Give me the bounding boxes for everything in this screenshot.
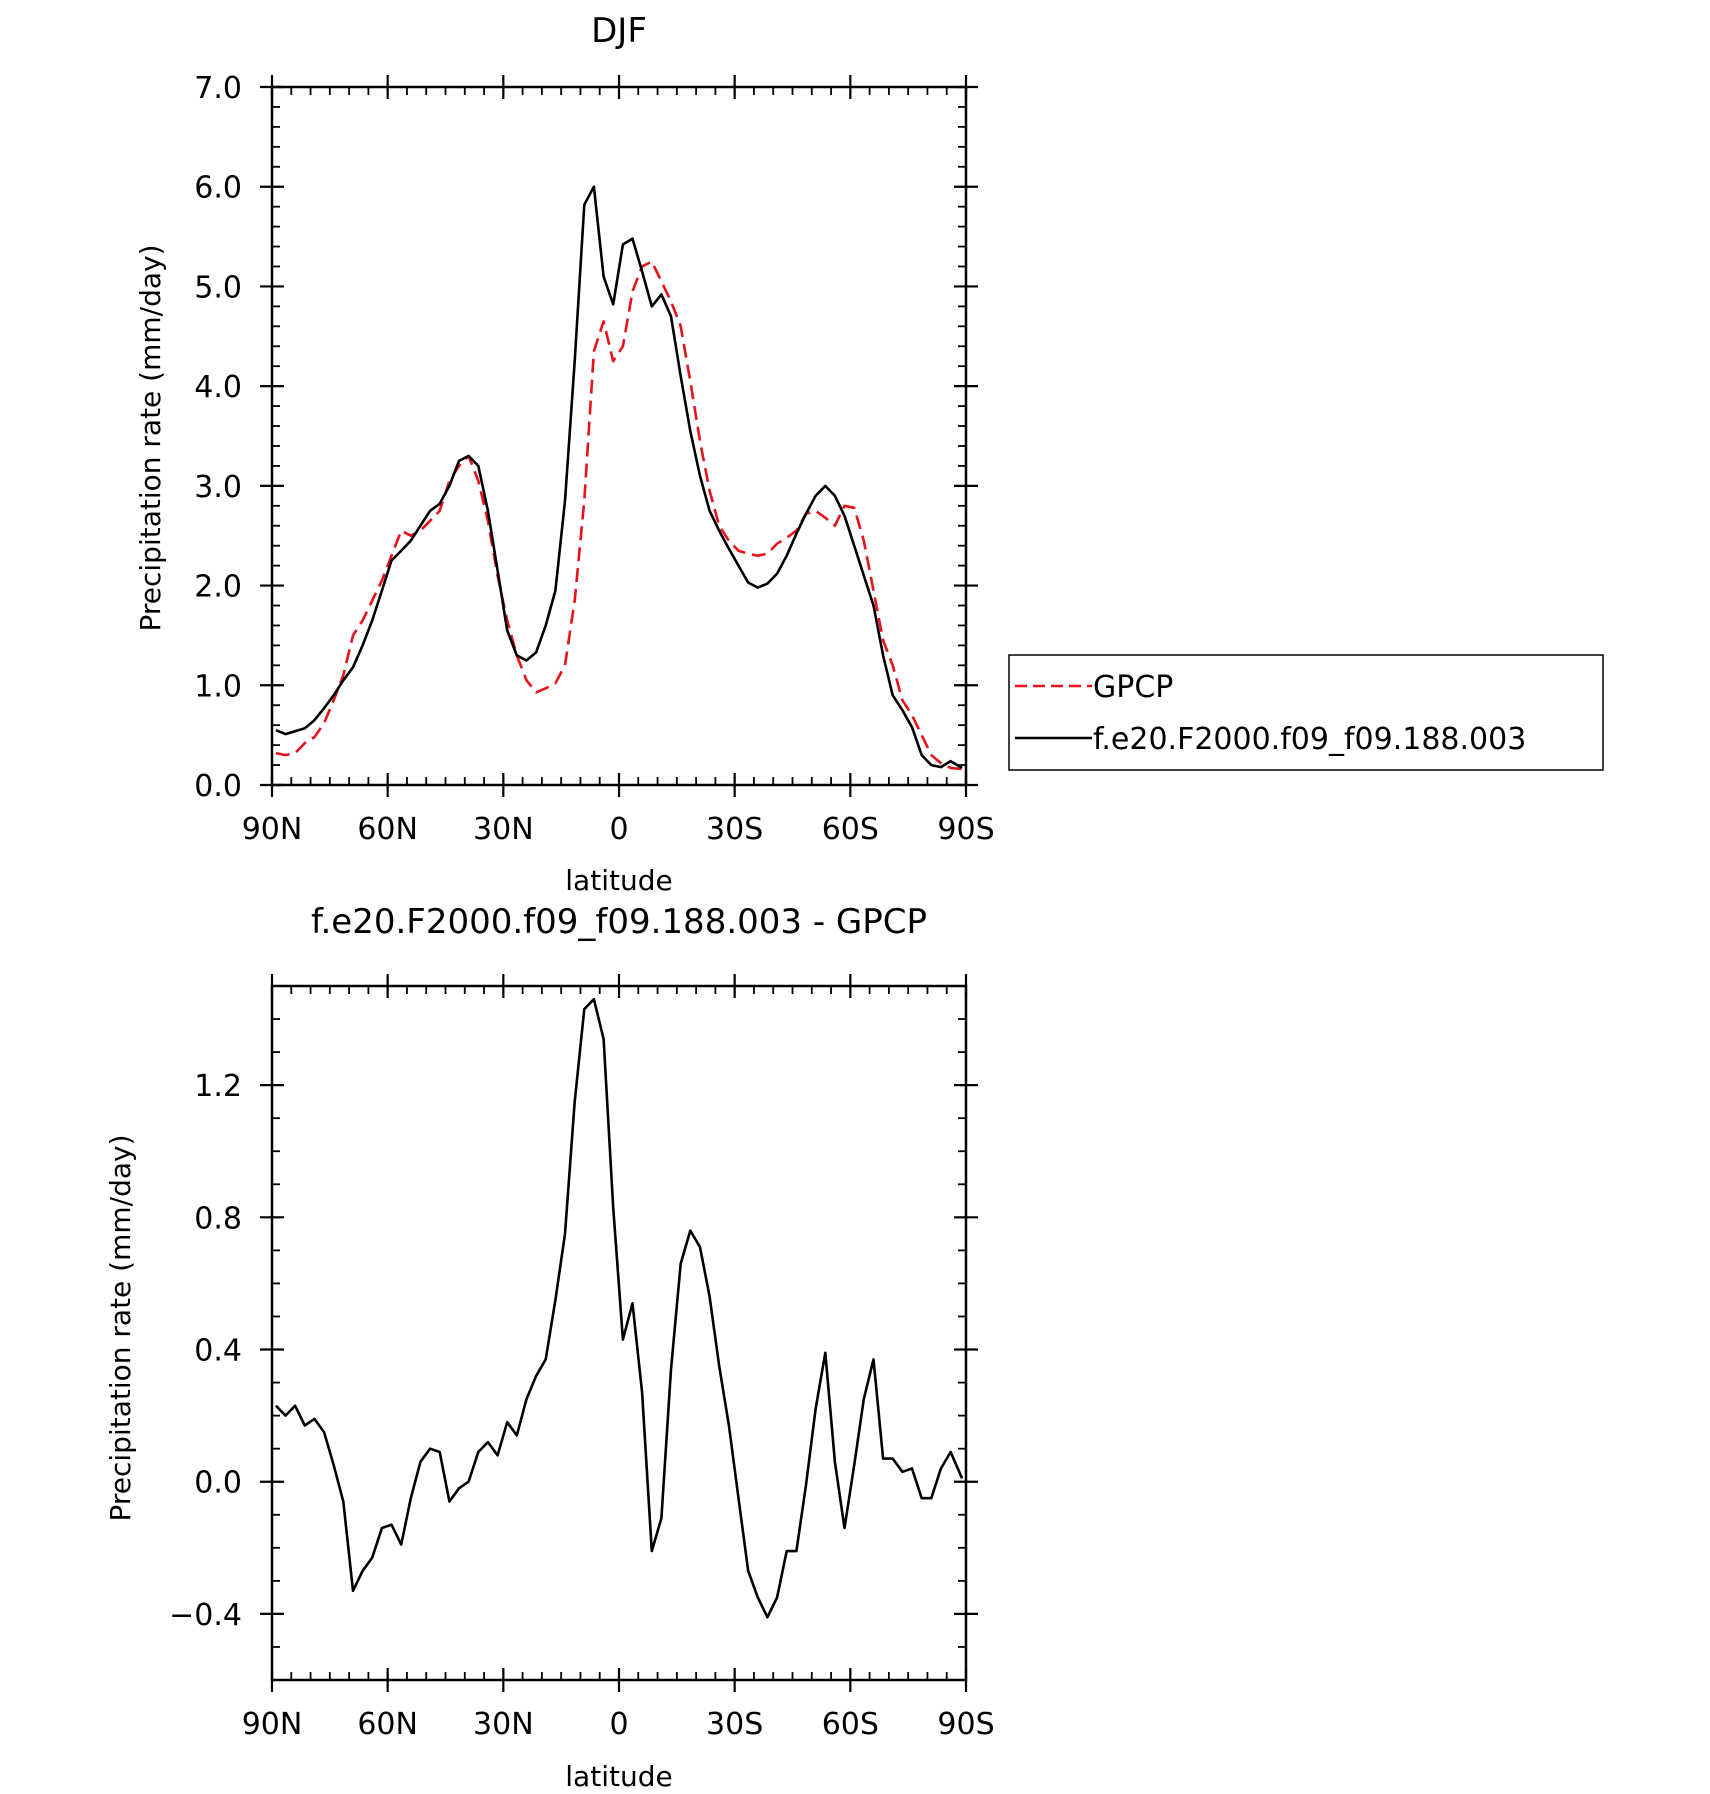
bottom-y-tick-label: 0.8 — [194, 1201, 242, 1236]
top-x-tick-label: 30N — [473, 812, 534, 847]
top-x-tick-label: 30S — [706, 812, 763, 847]
top-x-tick-label: 90S — [937, 812, 994, 847]
legend-label-gpcp: GPCP — [1093, 670, 1173, 705]
bottom-y-tick-label: −0.4 — [169, 1598, 242, 1633]
top-x-tick-label: 60S — [822, 812, 879, 847]
top-y-tick-label: 3.0 — [194, 470, 242, 505]
legend-box — [1008, 654, 1604, 771]
bottom-chart-title: f.e20.F2000.f09_f09.188.003 - GPCP — [311, 902, 927, 942]
bottom-x-tick-label: 90S — [937, 1707, 994, 1742]
bottom-x-tick-label: 30S — [706, 1707, 763, 1742]
top-x-tick-label: 90N — [242, 812, 303, 847]
top-y-tick-label: 5.0 — [194, 270, 242, 305]
bottom-y-tick-label: 1.2 — [194, 1069, 242, 1104]
top-y-tick-label: 2.0 — [194, 570, 242, 605]
top-series-line-gpcp — [275, 260, 963, 771]
top-y-axis-label: Precipitation rate (mm/day) — [134, 244, 167, 631]
bottom-x-tick-label: 60N — [357, 1707, 418, 1742]
top-chart-title: DJF — [591, 11, 647, 51]
top-series-line-f-e20-f2000-f09-f09-188-003 — [275, 185, 963, 770]
legend-label-model: f.e20.F2000.f09_f09.188.003 — [1093, 722, 1526, 757]
top-y-tick-label: 6.0 — [194, 171, 242, 206]
bottom-y-tick-label: 0.0 — [194, 1466, 242, 1501]
top-y-tick-label: 1.0 — [194, 669, 242, 704]
top-y-tick-label: 0.0 — [194, 769, 242, 804]
bottom-series-line-0 — [274, 997, 964, 1619]
legend: GPCP f.e20.F2000.f09_f09.188.003 — [1008, 654, 1604, 771]
bottom-plot-area: 90N 60N 30N 0 30S 60S 90S −0.4 0.0 0.4 0.8 1.2 — [169, 974, 995, 1742]
bottom-x-axis-label: latitude — [565, 1760, 672, 1793]
bottom-x-tick-label: 60S — [822, 1707, 879, 1742]
bottom-panel: f.e20.F2000.f09_f09.188.003 - GPCP 90N 60… — [104, 902, 995, 1793]
top-x-axis-label: latitude — [565, 864, 672, 897]
top-x-tick-label: 0 — [609, 812, 628, 847]
bottom-y-axis-label: Precipitation rate (mm/day) — [104, 1134, 137, 1521]
top-y-tick-label: 7.0 — [194, 71, 242, 106]
top-panel: DJF 90N 60N 30N 0 30S 60S 90S 0.0 1.0 2.0 3.0 4.0 5.… — [134, 11, 995, 897]
bottom-x-tick-label: 90N — [242, 1707, 303, 1742]
top-x-tick-label: 60N — [357, 812, 418, 847]
bottom-x-tick-label: 0 — [609, 1707, 628, 1742]
bottom-x-tick-label: 30N — [473, 1707, 534, 1742]
bottom-y-tick-label: 0.4 — [194, 1334, 242, 1369]
top-plot-area: 90N 60N 30N 0 30S 60S 90S 0.0 1.0 2.0 3.0 4.0 5.0 6.0… — [194, 71, 994, 847]
top-y-tick-label: 4.0 — [194, 370, 242, 405]
